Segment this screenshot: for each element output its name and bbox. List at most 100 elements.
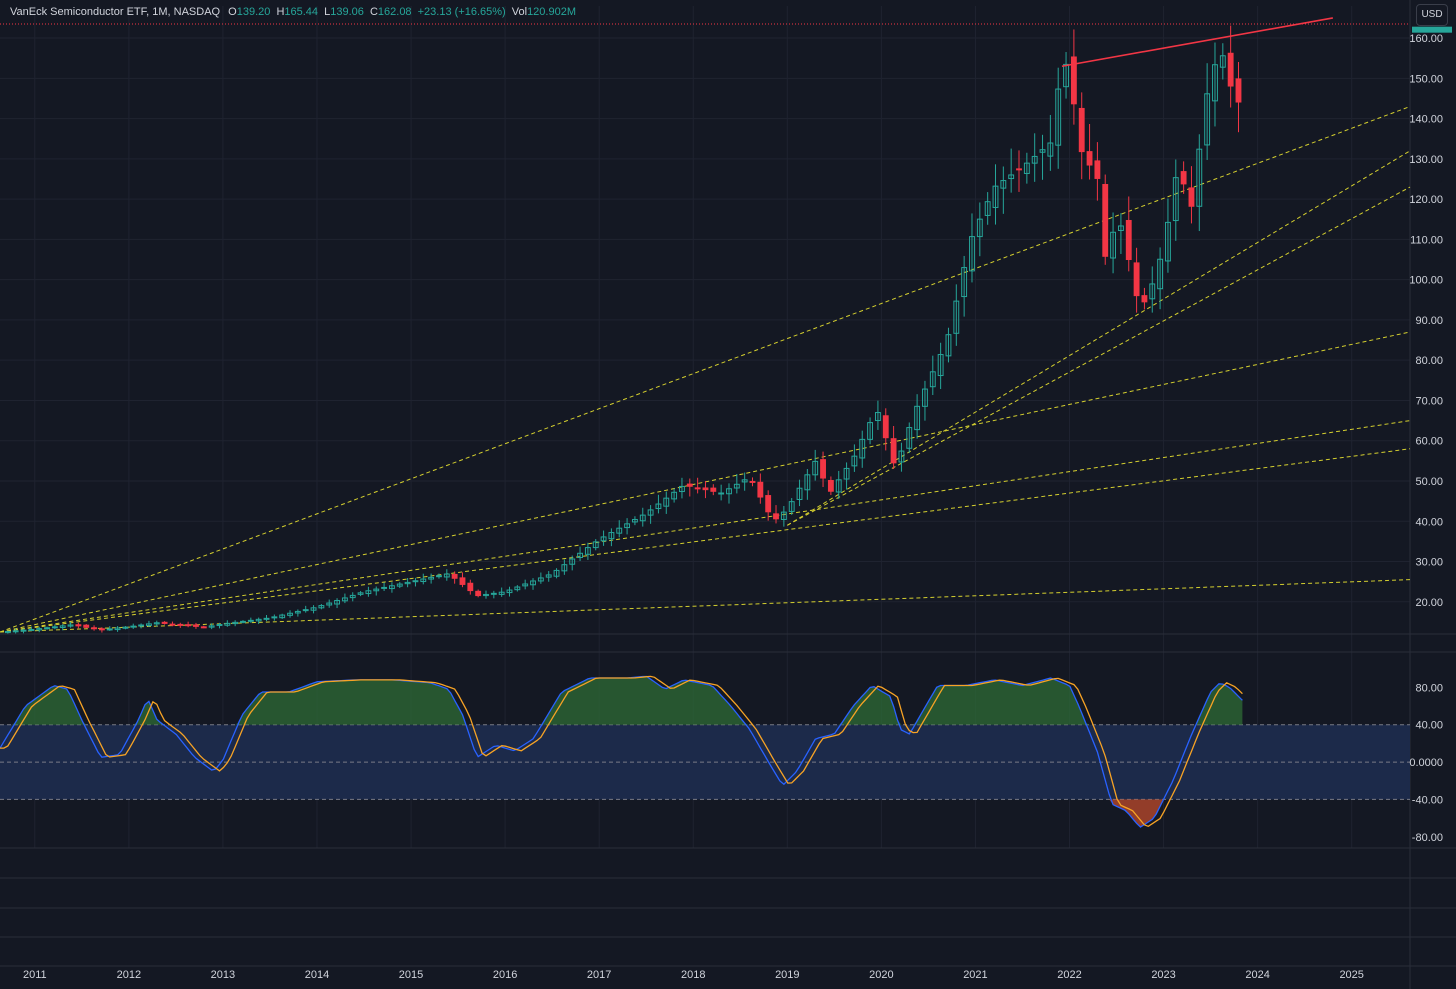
candle-body bbox=[1141, 295, 1148, 303]
candle-body bbox=[1055, 88, 1062, 146]
candle-body bbox=[365, 590, 372, 595]
candle-body bbox=[153, 622, 160, 625]
high-label: H bbox=[276, 6, 285, 18]
candle-body bbox=[757, 481, 764, 498]
candle-body bbox=[130, 625, 137, 628]
y-tick-label: 50.00 bbox=[1415, 476, 1443, 488]
candle-body bbox=[177, 623, 184, 626]
candle-body bbox=[467, 582, 474, 592]
x-tick-label: 2012 bbox=[117, 969, 141, 981]
candle-body bbox=[1094, 160, 1101, 179]
candle-body bbox=[161, 621, 168, 624]
y-tick-label: 150.00 bbox=[1409, 73, 1443, 85]
stoch-rsi bbox=[0, 675, 1243, 828]
candle-body bbox=[200, 626, 207, 629]
candle-body bbox=[1031, 155, 1038, 164]
candle-body bbox=[537, 577, 544, 582]
candle-body bbox=[287, 612, 293, 616]
candle-body bbox=[28, 628, 35, 631]
volume-label: Vol bbox=[511, 6, 528, 18]
currency-button[interactable]: USD bbox=[1416, 4, 1448, 26]
x-tick-label: 2023 bbox=[1151, 969, 1175, 981]
candle-body bbox=[569, 558, 576, 565]
candle-body bbox=[859, 438, 866, 459]
candle-body bbox=[302, 609, 309, 612]
candle-body bbox=[624, 523, 631, 529]
candle-body bbox=[780, 511, 787, 520]
y-tick-label: 40.00 bbox=[1415, 516, 1443, 528]
candle-body bbox=[1165, 221, 1171, 262]
candle-body bbox=[122, 626, 129, 629]
candle-body bbox=[953, 300, 960, 334]
candle-body bbox=[1227, 52, 1234, 87]
symbol-label: VanEck Semiconductor ETF, 1M, NASDAQ bbox=[10, 6, 221, 18]
y-tick-label: 130.00 bbox=[1409, 154, 1443, 166]
y-tick-label: 110.00 bbox=[1410, 234, 1443, 246]
low-label: L bbox=[324, 6, 331, 18]
x-tick-label: 2013 bbox=[211, 969, 235, 981]
candle-body bbox=[106, 628, 113, 631]
candle-body bbox=[812, 460, 819, 476]
close-value: 162.08 bbox=[377, 6, 412, 18]
candle-body bbox=[247, 619, 254, 622]
candle-body bbox=[83, 624, 90, 628]
candle-body bbox=[1047, 142, 1054, 157]
x-tick-label: 2014 bbox=[305, 969, 329, 981]
change-value: +23.13 (+16.65%) bbox=[417, 6, 506, 18]
candles bbox=[4, 25, 1242, 634]
candle-body bbox=[749, 480, 756, 483]
candle-body bbox=[1149, 283, 1156, 300]
x-tick-label: 2020 bbox=[869, 969, 893, 981]
candle-body bbox=[146, 623, 152, 626]
x-tick-label: 2022 bbox=[1057, 969, 1081, 981]
y-tick-label: 70.00 bbox=[1415, 395, 1443, 407]
candle-body bbox=[608, 532, 615, 540]
candle-body bbox=[506, 589, 513, 594]
candle-body bbox=[1212, 64, 1218, 102]
candle-body bbox=[906, 427, 913, 449]
candle-body bbox=[694, 487, 701, 490]
candle-body bbox=[984, 201, 991, 216]
candle-body bbox=[663, 497, 670, 507]
candle-body bbox=[98, 628, 105, 631]
candle-body bbox=[294, 610, 301, 614]
candle-body bbox=[138, 624, 145, 627]
candle-body bbox=[788, 501, 795, 512]
candle-body bbox=[412, 580, 419, 583]
candle-body bbox=[929, 371, 936, 388]
resistance-line bbox=[1061, 17, 1334, 68]
candle-body bbox=[443, 573, 450, 578]
candle-body bbox=[255, 618, 262, 622]
x-tick-label: 2016 bbox=[493, 969, 517, 981]
candle-body bbox=[890, 438, 897, 464]
y-tick-label: 100.00 bbox=[1409, 275, 1443, 287]
open-value: 139.20 bbox=[236, 6, 271, 18]
candle-body bbox=[639, 514, 646, 522]
candle-body bbox=[937, 354, 944, 377]
candle-body bbox=[388, 585, 395, 590]
candle-body bbox=[326, 602, 333, 606]
candle-body bbox=[976, 218, 983, 238]
candle-body bbox=[420, 578, 427, 583]
x-tick-label: 2017 bbox=[587, 969, 611, 981]
osc-tick-label: 0.0000 bbox=[1409, 757, 1443, 769]
open-label: O bbox=[228, 6, 237, 18]
candle-body bbox=[459, 577, 466, 585]
candle-body bbox=[914, 405, 921, 431]
x-tick-label: 2025 bbox=[1339, 969, 1363, 981]
candle-body bbox=[208, 625, 215, 628]
candle-body bbox=[1000, 180, 1007, 189]
candle-body bbox=[702, 487, 709, 491]
candle-body bbox=[193, 624, 199, 627]
candle-body bbox=[733, 483, 740, 489]
candle-body bbox=[169, 623, 176, 626]
candle-body bbox=[545, 574, 552, 578]
candle-body bbox=[1188, 187, 1195, 207]
x-tick-label: 2024 bbox=[1245, 969, 1269, 981]
candle-body bbox=[404, 581, 411, 585]
osc-tick-label: -80.00 bbox=[1412, 832, 1443, 844]
candle-body bbox=[428, 576, 435, 580]
trendline bbox=[0, 420, 1411, 633]
close-label: C bbox=[369, 6, 378, 18]
